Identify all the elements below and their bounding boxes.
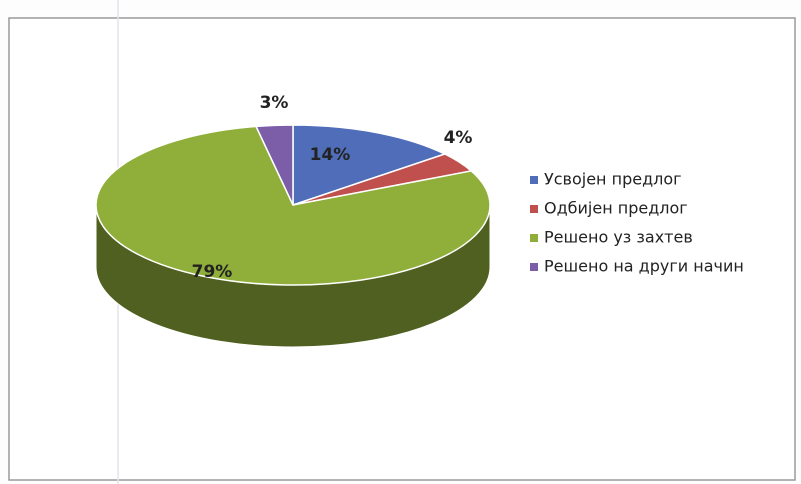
legend-swatch bbox=[530, 176, 538, 184]
legend-label: Одбијен предлог bbox=[544, 199, 688, 218]
pie-slice bbox=[254, 124, 294, 206]
legend-label: Усвојен предлог bbox=[544, 170, 682, 189]
legend-swatch bbox=[530, 205, 538, 213]
data-label: 3% bbox=[260, 93, 289, 113]
data-label: 4% bbox=[444, 128, 473, 148]
legend-swatch bbox=[530, 263, 538, 271]
data-label: 79% bbox=[192, 262, 233, 282]
legend-label: Решено на други начин bbox=[544, 257, 744, 276]
legend-swatch bbox=[530, 234, 538, 242]
pie-slice bbox=[292, 124, 447, 207]
pie-slice bbox=[95, 125, 491, 286]
data-label: 14% bbox=[310, 145, 351, 165]
legend-label: Решено уз захтев bbox=[544, 228, 693, 247]
